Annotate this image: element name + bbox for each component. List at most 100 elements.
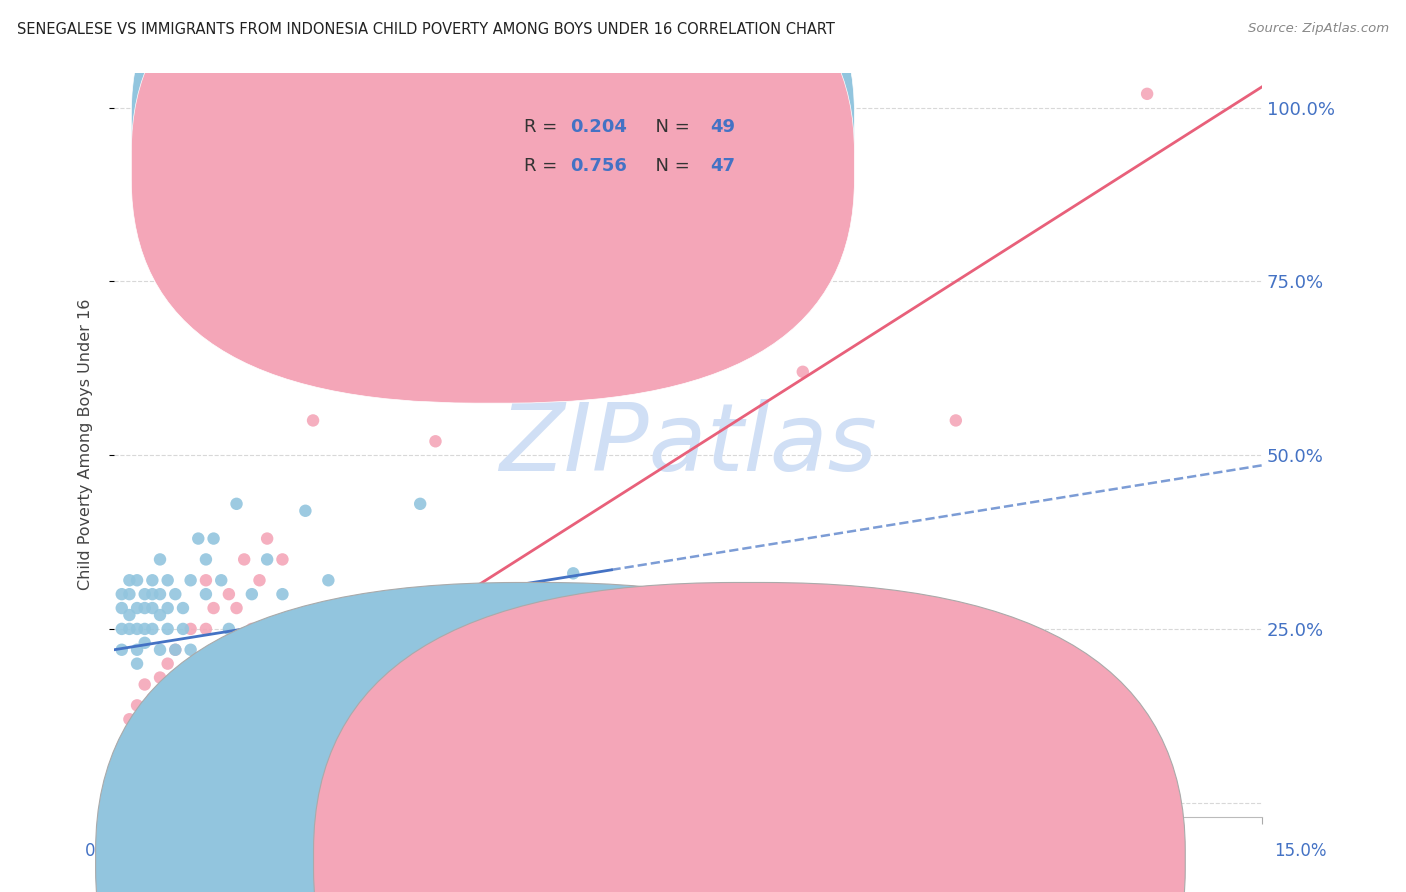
Point xyxy=(156,601,179,615)
Point xyxy=(209,642,232,657)
Text: SENEGALESE VS IMMIGRANTS FROM INDONESIA CHILD POVERTY AMONG BOYS UNDER 16 CORREL: SENEGALESE VS IMMIGRANTS FROM INDONESIA … xyxy=(17,22,835,37)
Point xyxy=(118,712,141,726)
Point xyxy=(287,622,309,636)
Point xyxy=(165,642,187,657)
Point xyxy=(187,532,209,546)
Point xyxy=(149,671,172,685)
Point xyxy=(111,739,134,754)
Point xyxy=(125,739,148,754)
Point xyxy=(194,574,217,588)
Point xyxy=(172,712,194,726)
Point xyxy=(118,622,141,636)
Point xyxy=(141,601,163,615)
Point xyxy=(125,657,148,671)
Point xyxy=(187,657,209,671)
Point xyxy=(1136,87,1159,101)
Point xyxy=(141,622,163,636)
Text: N =: N = xyxy=(644,157,696,175)
Point xyxy=(202,532,225,546)
Point xyxy=(172,601,194,615)
Point xyxy=(149,587,172,601)
Point xyxy=(347,622,370,636)
Point xyxy=(149,607,172,622)
Point xyxy=(425,434,447,449)
Point xyxy=(118,587,141,601)
Point xyxy=(194,587,217,601)
Point xyxy=(240,622,263,636)
Point xyxy=(240,587,263,601)
Point xyxy=(271,587,294,601)
Text: 0.0%: 0.0% xyxy=(84,842,127,860)
Point xyxy=(394,726,416,740)
Point xyxy=(562,566,585,581)
Point xyxy=(945,413,967,427)
Point xyxy=(134,712,156,726)
Point xyxy=(194,622,217,636)
Point xyxy=(792,365,814,379)
Point xyxy=(218,587,240,601)
Point xyxy=(318,574,340,588)
Text: R =: R = xyxy=(524,157,562,175)
Text: N =: N = xyxy=(644,119,696,136)
Point xyxy=(332,691,354,706)
Text: ZIPatlas: ZIPatlas xyxy=(499,400,877,491)
Point xyxy=(180,671,202,685)
Text: 15.0%: 15.0% xyxy=(1274,842,1327,860)
Point xyxy=(256,552,278,566)
Point xyxy=(165,587,187,601)
Text: 47: 47 xyxy=(710,157,735,175)
Text: 0.204: 0.204 xyxy=(569,119,627,136)
Point xyxy=(149,552,172,566)
Point xyxy=(172,622,194,636)
Point xyxy=(218,622,240,636)
Point xyxy=(141,587,163,601)
Point xyxy=(347,726,370,740)
Point xyxy=(111,622,134,636)
Point xyxy=(194,552,217,566)
Point xyxy=(118,747,141,761)
Point xyxy=(149,712,172,726)
Point xyxy=(180,622,202,636)
Point xyxy=(149,642,172,657)
Point xyxy=(118,574,141,588)
Text: Source: ZipAtlas.com: Source: ZipAtlas.com xyxy=(1249,22,1389,36)
Point xyxy=(134,677,156,691)
Text: R =: R = xyxy=(524,119,562,136)
Point xyxy=(125,726,148,740)
Point xyxy=(156,657,179,671)
Point xyxy=(209,574,232,588)
Text: 0.756: 0.756 xyxy=(569,157,627,175)
Point xyxy=(111,601,134,615)
Point xyxy=(165,691,187,706)
Point xyxy=(371,712,394,726)
Point xyxy=(156,574,179,588)
Point xyxy=(165,642,187,657)
Text: Immigrants from Indonesia: Immigrants from Indonesia xyxy=(769,851,994,869)
Point xyxy=(156,622,179,636)
Point xyxy=(125,642,148,657)
Text: 49: 49 xyxy=(710,119,735,136)
Point xyxy=(156,698,179,713)
Point xyxy=(141,691,163,706)
Point xyxy=(172,684,194,698)
Point xyxy=(134,636,156,650)
FancyBboxPatch shape xyxy=(458,103,814,195)
Point xyxy=(141,726,163,740)
Point xyxy=(125,574,148,588)
Text: Senegalese: Senegalese xyxy=(551,851,647,869)
Point xyxy=(118,607,141,622)
Point xyxy=(125,601,148,615)
Point xyxy=(225,601,247,615)
Point xyxy=(125,622,148,636)
Point xyxy=(225,497,247,511)
Point xyxy=(111,587,134,601)
Point xyxy=(562,726,585,740)
Point xyxy=(249,574,271,588)
Point xyxy=(134,601,156,615)
Point xyxy=(256,532,278,546)
Point xyxy=(134,622,156,636)
Point xyxy=(141,574,163,588)
Y-axis label: Child Poverty Among Boys Under 16: Child Poverty Among Boys Under 16 xyxy=(79,299,93,591)
Point xyxy=(180,642,202,657)
Point xyxy=(125,698,148,713)
